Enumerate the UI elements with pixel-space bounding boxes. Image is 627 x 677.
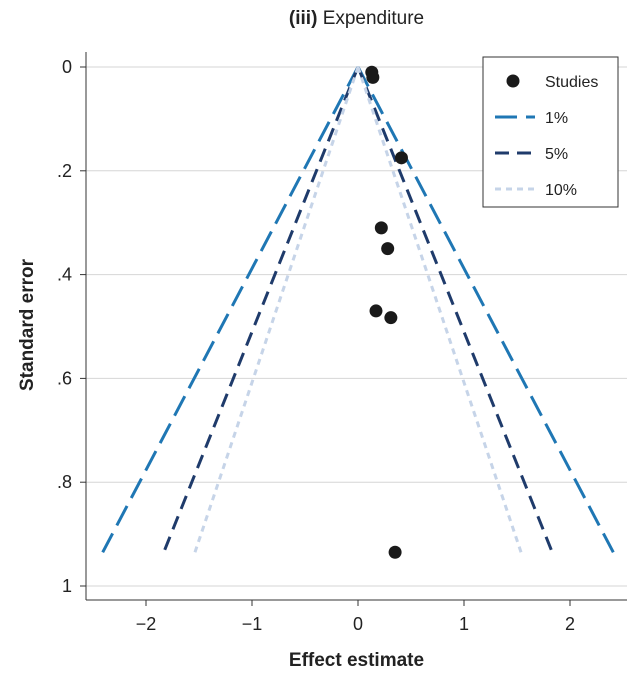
y-tick-label-3: .6 — [57, 368, 72, 388]
axes: 0 .2 .4 .6 .8 1 −2 −1 0 1 2 — [57, 52, 627, 634]
legend: Studies 1% 5% 10% — [482, 56, 619, 208]
x-tick-label-1: −1 — [242, 614, 263, 634]
study-point-6 — [384, 311, 398, 325]
funnel-10pct-right — [356, 66, 523, 553]
x-tick-label-2: 0 — [353, 614, 363, 634]
study-point-2 — [394, 151, 408, 165]
x-tick-label-3: 1 — [459, 614, 469, 634]
chart-title: (iii) Expenditure — [86, 8, 627, 30]
study-point-3 — [374, 221, 388, 235]
x-axis-label: Effect estimate — [288, 650, 425, 671]
y-tick-label-1: .2 — [57, 161, 72, 181]
study-point-4 — [381, 242, 395, 256]
study-points — [365, 65, 408, 559]
legend-label-studies: Studies — [545, 74, 598, 91]
legend-label-10pct: 10% — [545, 182, 577, 199]
y-tick-label-0: 0 — [62, 57, 72, 77]
funnel-1pct-left — [101, 66, 360, 553]
legend-marker-studies — [506, 74, 520, 88]
x-tick-label-4: 2 — [565, 614, 575, 634]
y-tick-label-2: .4 — [57, 265, 72, 285]
legend-label-1pct: 1% — [545, 110, 568, 127]
funnel-lines — [101, 66, 615, 553]
y-tick-label-4: .8 — [57, 472, 72, 492]
study-point-1 — [366, 70, 380, 84]
legend-box — [482, 56, 619, 208]
y-axis-label: Standard error — [17, 259, 38, 391]
study-point-7 — [388, 545, 402, 559]
x-tick-label-0: −2 — [136, 614, 157, 634]
funnel-5pct-left — [162, 66, 360, 553]
chart-title-text: Expenditure — [322, 8, 425, 29]
y-tick-label-5: 1 — [62, 576, 72, 596]
funnel-10pct-left — [193, 66, 360, 553]
study-point-5 — [369, 304, 383, 318]
legend-label-5pct: 5% — [545, 146, 568, 163]
chart-title-bold: (iii) — [288, 8, 318, 29]
